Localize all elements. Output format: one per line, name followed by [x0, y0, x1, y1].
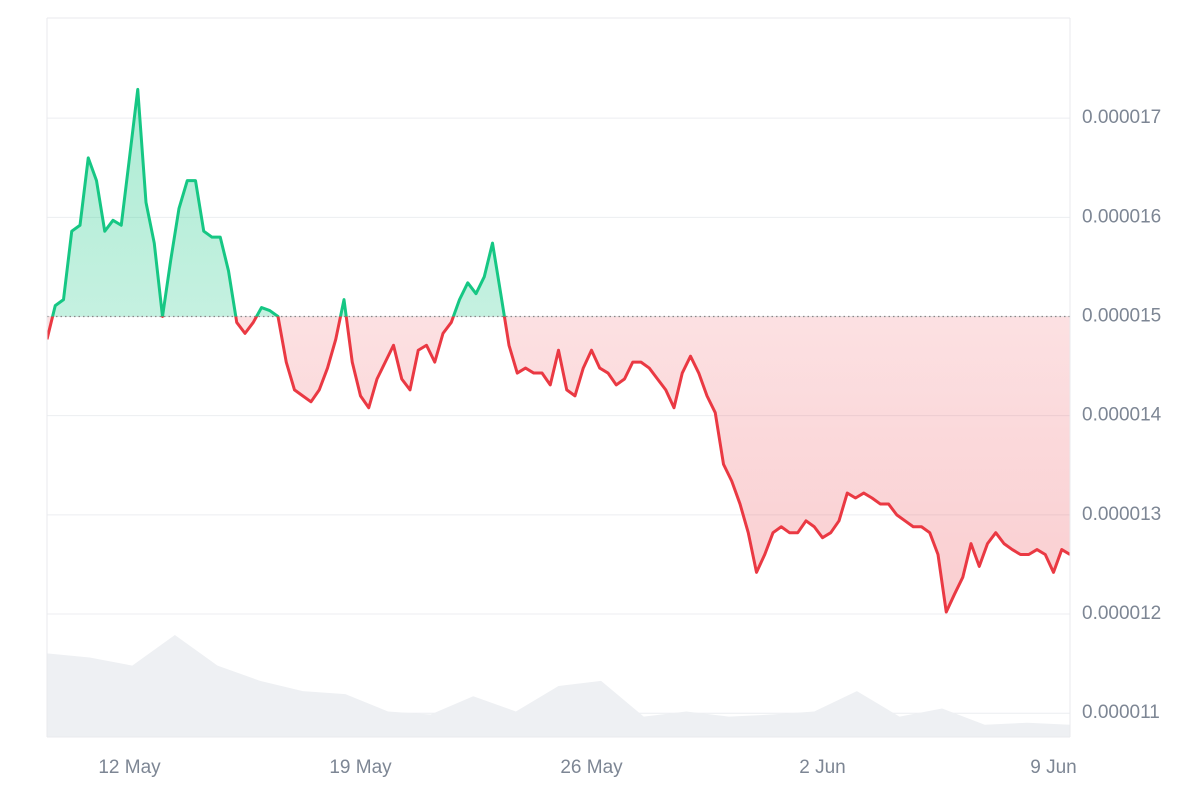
x-tick-label: 12 May	[98, 757, 161, 778]
y-tick-label: 0.000012	[1082, 603, 1161, 624]
y-tick-label: 0.000013	[1082, 504, 1161, 525]
y-tick-label: 0.000017	[1082, 107, 1161, 128]
y-tick-label: 0.000014	[1082, 405, 1162, 426]
x-tick-label: 26 May	[560, 757, 623, 778]
y-tick-label: 0.000015	[1082, 306, 1161, 327]
x-tick-label: 19 May	[329, 757, 392, 778]
volume-area	[47, 635, 1070, 737]
labels-layer: 0.000011 0.000012 0.000013 0.000014 0.000015…	[98, 107, 1161, 778]
price-line-up	[51, 87, 506, 317]
x-tick-label: 2 Jun	[799, 757, 845, 778]
y-tick-label: 0.000016	[1082, 206, 1161, 227]
y-tick-label: 0.000011	[1082, 702, 1160, 723]
area-up	[52, 89, 505, 317]
volume-layer	[47, 635, 1070, 737]
plot-layer	[47, 87, 1070, 614]
x-tick-label: 9 Jun	[1030, 757, 1076, 778]
area-down	[47, 316, 1070, 613]
price-line-down	[47, 316, 1070, 614]
